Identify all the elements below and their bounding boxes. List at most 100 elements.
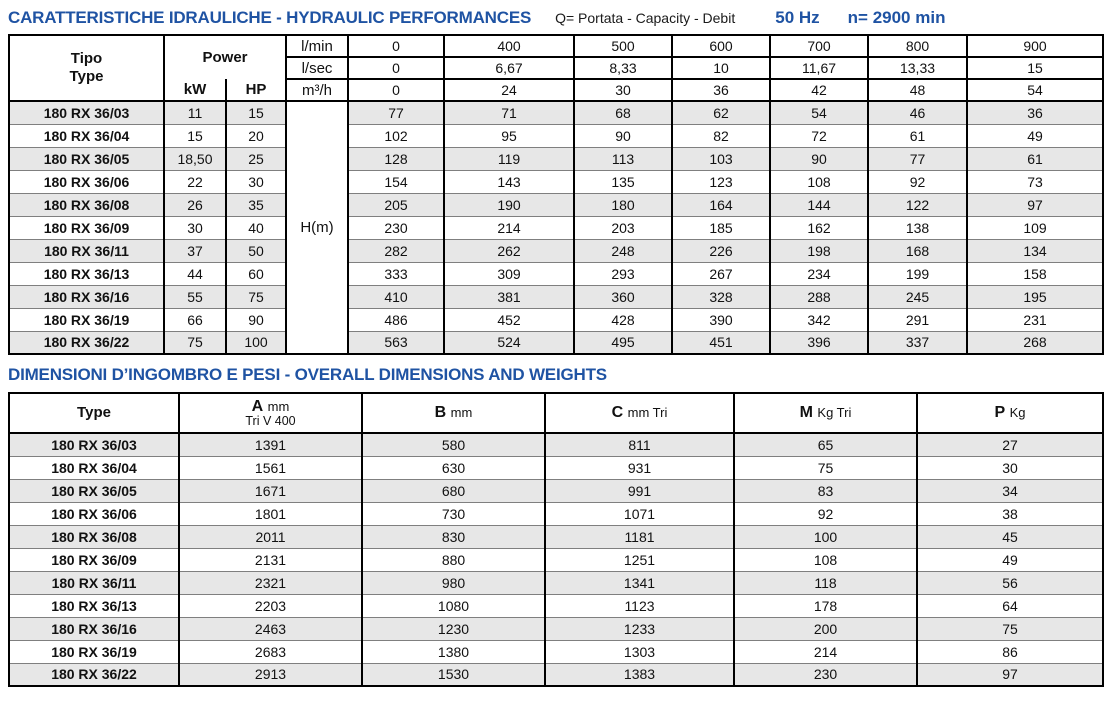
dim-col-p: P Kg [916,393,1103,434]
dim-m-cell: 75 [733,455,917,479]
dim-b-label: B [434,404,447,421]
unit-lsec-label: l/sec [285,57,349,80]
head-value-cell: 396 [769,330,869,354]
hydraulics-row: 180 RX 36/19 66 90 486 452 428 390 342 291 231 [8,307,1104,331]
flow-value-cell: 900 [966,35,1104,58]
dim-c-label: C [611,404,624,421]
dim-m-cell: 65 [733,432,917,456]
head-value-cell: 231 [966,307,1104,331]
head-value-cell: 205 [347,192,445,216]
speed-label: n= 2900 min [847,8,946,27]
dim-a-cell: 2463 [178,616,362,640]
dim-a-cell: 2011 [178,524,362,548]
hydraulics-row: 180 RX 36/03 11 15 H(m) 77 71 68 62 54 46 36 [8,100,1104,354]
type-cell: 180 RX 36/05 [8,146,164,170]
head-value-cell: 291 [867,307,968,331]
tipo-label: Tipo [70,50,103,67]
dim-c-cell: 1341 [544,570,734,594]
head-value-cell: 234 [769,261,869,285]
dim-a-cell: 1561 [178,455,362,479]
dim-c-cell: 1123 [544,593,734,617]
dim-b-cell: 580 [361,432,545,456]
head-value-cell: 134 [966,238,1104,262]
head-value-cell: 77 [347,100,445,124]
dim-p-unit: Kg [1009,405,1026,420]
dim-m-cell: 83 [733,478,917,502]
dim-b-cell: 1080 [361,593,545,617]
head-value-cell: 337 [867,330,968,354]
dimensions-row: 180 RX 36/19 2683 1380 1303 214 86 [8,639,1103,663]
type-cell: 180 RX 36/03 [8,100,164,124]
type-cell: 180 RX 36/09 [8,547,179,571]
dim-p-cell: 38 [916,501,1103,525]
dim-a-cell: 2321 [178,570,362,594]
head-value-cell: 61 [966,146,1104,170]
hydraulics-row: 180 RX 36/05 18,50 25 128 119 113 103 90 77 61 [8,146,1104,170]
dim-m-cell: 92 [733,501,917,525]
hp-cell: 30 [224,169,287,193]
type-cell: 180 RX 36/19 [8,639,179,663]
head-value-cell: 90 [769,146,869,170]
flow-value-cell: 54 [966,79,1104,102]
head-value-cell: 180 [573,192,673,216]
power-column-header: Power [162,35,287,79]
type-cell: 180 RX 36/19 [8,307,164,331]
dim-c-cell: 1181 [544,524,734,548]
head-value-cell: 68 [573,100,673,124]
head-value-cell: 71 [443,100,575,124]
dim-a-cell: 2131 [178,547,362,571]
head-value-cell: 333 [347,261,445,285]
dimensions-row: 180 RX 36/03 1391 580 811 65 27 [8,432,1103,456]
dim-b-cell: 880 [361,547,545,571]
dim-p-label: P [994,404,1006,421]
flow-header-row-lmin: Tipo Type Power l/min 0 400 500 600 700 800 90… [8,35,1104,102]
kw-column-header: kW [163,79,226,102]
head-value-cell: 97 [966,192,1104,216]
dim-p-cell: 49 [916,547,1103,571]
dim-p-cell: 30 [916,455,1103,479]
head-value-cell: 143 [443,169,575,193]
head-value-cell: 154 [347,169,445,193]
flow-value-cell: 600 [671,35,771,58]
head-value-cell: 103 [671,146,771,170]
dimensions-row: 180 RX 36/13 2203 1080 1123 178 64 [8,593,1103,617]
head-value-cell: 109 [966,215,1104,239]
head-value-cell: 214 [443,215,575,239]
head-value-cell: 164 [671,192,771,216]
head-value-cell: 102 [347,123,445,147]
dim-p-cell: 34 [916,478,1103,502]
flow-value-cell: 30 [573,79,673,102]
head-value-cell: 92 [867,169,968,193]
head-value-cell: 144 [769,192,869,216]
dimensions-row: 180 RX 36/11 2321 980 1341 118 56 [8,570,1103,594]
kw-cell: 30 [163,215,226,239]
dimensions-row: 180 RX 36/22 2913 1530 1383 230 97 [8,662,1103,686]
flow-value-cell: 10 [671,57,771,80]
dim-b-cell: 1230 [361,616,545,640]
head-label-cell: H(m) [285,100,349,354]
dim-a-cell: 2913 [178,662,362,686]
kw-cell: 26 [163,192,226,216]
flow-value-cell: 0 [347,57,445,80]
flow-value-cell: 700 [769,35,869,58]
dim-a-cell: 2683 [178,639,362,663]
kw-cell: 66 [163,307,226,331]
type-cell: 180 RX 36/22 [8,662,179,686]
dimensions-row: 180 RX 36/16 2463 1230 1233 200 75 [8,616,1103,640]
flow-value-cell: 13,33 [867,57,968,80]
hydraulics-row: 180 RX 36/16 55 75 410 381 360 328 288 245 195 [8,284,1104,308]
frequency-label: 50 Hz [775,8,820,27]
dimensions-row: 180 RX 36/08 2011 830 1181 100 45 [8,524,1103,548]
dim-p-cell: 27 [916,432,1103,456]
dim-m-cell: 118 [733,570,917,594]
head-value-cell: 123 [671,169,771,193]
dim-c-cell: 811 [544,432,734,456]
type-cell: 180 RX 36/08 [8,524,179,548]
dim-c-unit: mm Tri [627,405,668,420]
type-cell: 180 RX 36/06 [8,501,179,525]
head-value-cell: 95 [443,123,575,147]
hydraulics-table: Tipo Type Power l/min 0 400 500 600 700 800 90… [8,34,1105,355]
type-column-header: Tipo Type [8,35,164,102]
dim-b-cell: 980 [361,570,545,594]
head-value-cell: 495 [573,330,673,354]
